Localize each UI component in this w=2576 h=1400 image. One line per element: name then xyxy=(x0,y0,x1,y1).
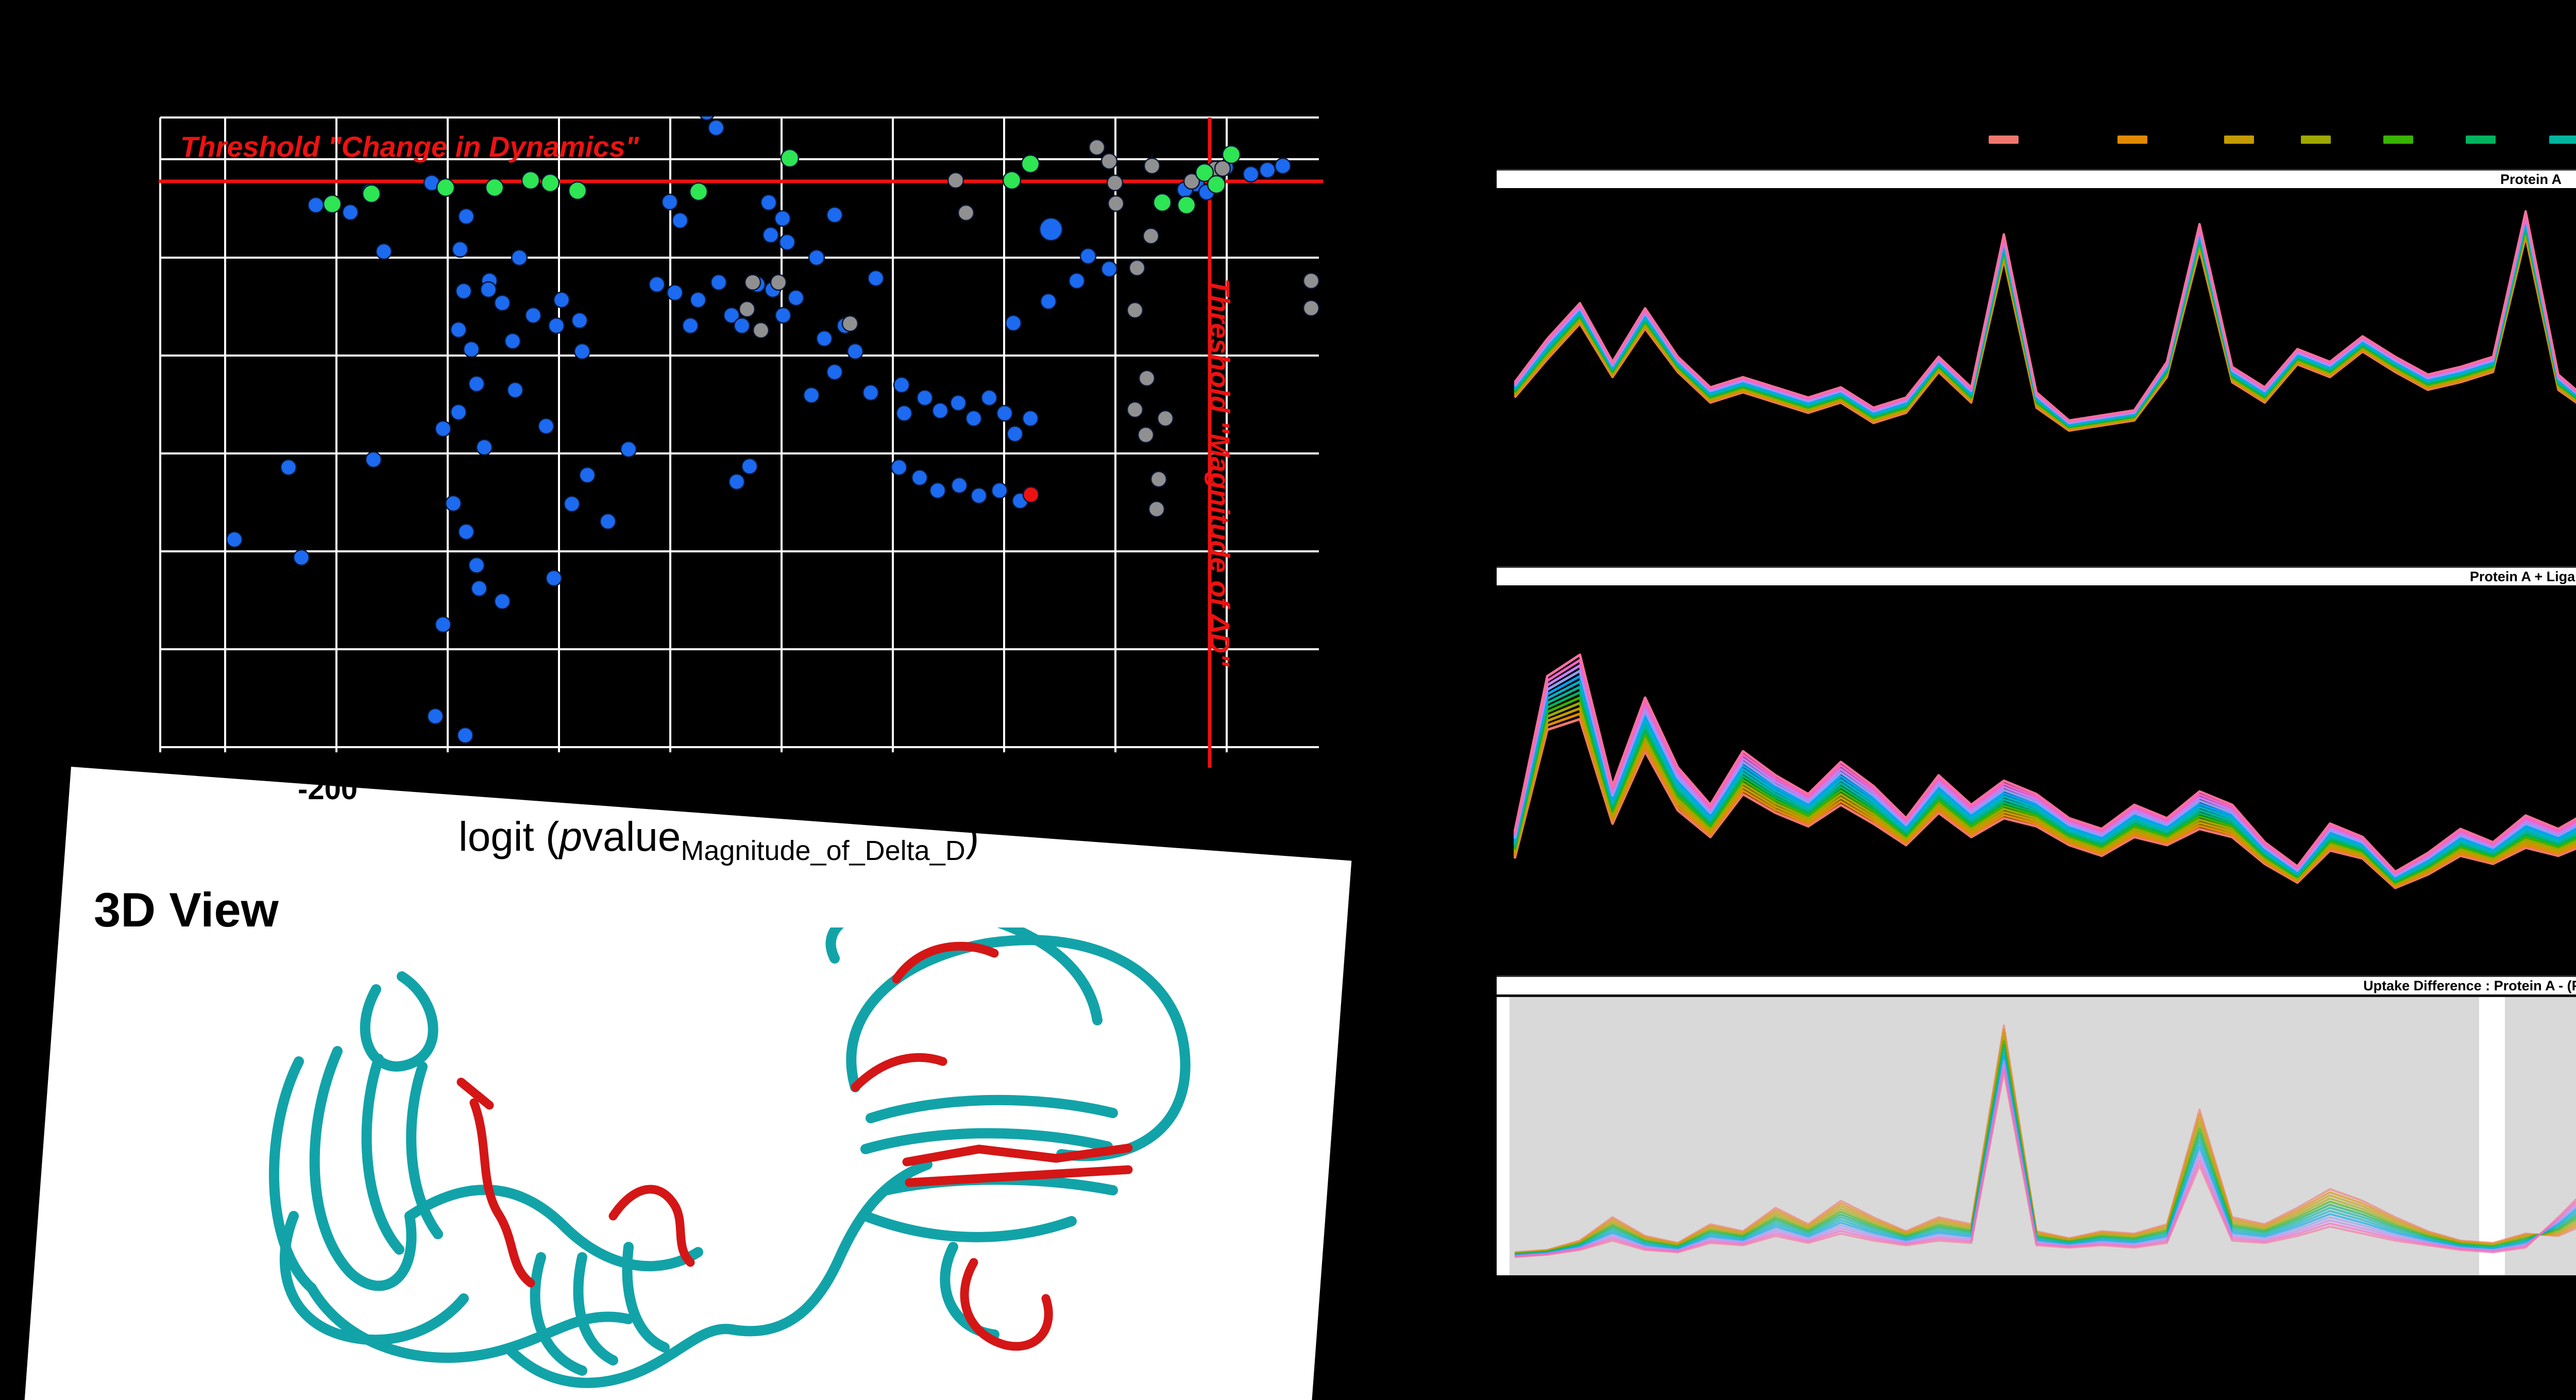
legend-swatch-6[interactable] xyxy=(2466,136,2496,144)
legend-swatch-2[interactable] xyxy=(2117,136,2147,144)
threshold-dynamics-label: Threshold "Change in Dynamics" xyxy=(180,130,639,163)
x-tick-minus200: -200 xyxy=(298,772,358,806)
chart-title-protein-a-ligand: Protein A + Ligand xyxy=(1497,566,2576,585)
uptake-chart-protein-a[interactable] xyxy=(1497,185,2576,549)
chart-title-uptake-difference: Uptake Difference : Protein A - (Protein… xyxy=(1497,975,2576,994)
legend-swatch-7[interactable] xyxy=(2549,136,2576,144)
volcano-x-axis-label: logit (pvalueMagnitude_of_Delta_D) xyxy=(459,814,979,866)
chart-title-protein-a: Protein A xyxy=(1497,169,2576,188)
uptake-difference-chart[interactable] xyxy=(1497,995,2576,1325)
legend-swatch-3[interactable] xyxy=(2224,136,2254,144)
x-tick-minus100: -100 xyxy=(521,772,582,806)
3d-view-title: 3D View xyxy=(94,883,279,937)
legend-swatch-5[interactable] xyxy=(2383,136,2413,144)
volcano-plot[interactable] xyxy=(159,116,1323,771)
legend-swatch-1[interactable] xyxy=(1989,136,2019,144)
threshold-magnitude-label: Threshold "Magnitude of ΔD" xyxy=(1204,278,1235,667)
legend-swatch-4[interactable] xyxy=(2301,136,2331,144)
uptake-chart-protein-a-ligand[interactable] xyxy=(1497,585,2576,971)
protein-ribbon-structure[interactable] xyxy=(222,927,1252,1400)
